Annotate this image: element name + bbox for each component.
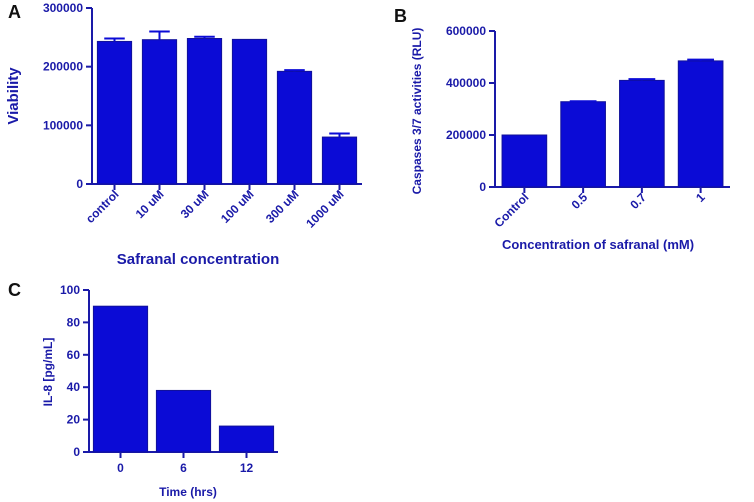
panel-c-y-tick-label: 100 <box>60 283 80 297</box>
panel-a-bar <box>96 40 133 185</box>
panel-a-y-tick-label: 0 <box>76 177 83 191</box>
panel-c-y-tick-label: 20 <box>67 413 81 427</box>
panel-a-bar <box>321 136 358 185</box>
panel-a-x-tick-label: 30 uM <box>178 187 212 221</box>
panel-c-x-axis-title: Time (hrs) <box>159 485 217 499</box>
panel-c-y-tick-label: 60 <box>67 348 81 362</box>
panel-a-y-tick-label: 300000 <box>43 1 83 15</box>
panel-c-x-tick-label: 0 <box>117 461 124 475</box>
panel-b-bar <box>560 101 606 188</box>
panel-b-bar <box>501 134 548 188</box>
panel-c-y-tick-label: 80 <box>67 315 81 329</box>
panel-b-x-tick-label: 0.7 <box>627 190 649 212</box>
panel-b-x-tick-label: Control <box>491 190 531 230</box>
panel-b-y-tick-label: 0 <box>479 180 486 194</box>
panel-b-y-tick-label: 400000 <box>446 76 486 90</box>
panel-a-x-tick-label: 100 uM <box>218 187 257 226</box>
panel-b-y-tick-label: 600000 <box>446 24 486 38</box>
panel-c-bar <box>218 425 275 453</box>
panel-c-y-tick-label: 40 <box>67 380 81 394</box>
panel-c-x-tick-label: 12 <box>240 461 254 475</box>
panel-a-x-tick-label: 300 uM <box>263 187 302 226</box>
panel-a-y-axis-title: Viability <box>5 67 22 125</box>
panel-c-bar <box>92 305 149 453</box>
panel-c-bar <box>155 389 212 453</box>
panel-b-bar <box>619 79 665 188</box>
panel-b-bar <box>677 60 724 188</box>
panel-a-marks: 0 100000 200000 300000 control 10 uM 30 uM 100 … <box>43 1 362 231</box>
panel-a-x-tick-label: 10 uM <box>133 187 167 221</box>
panel-b-x-tick-label: 0.5 <box>569 190 591 212</box>
panel-b-x-axis-title: Concentration of safranal (mM) <box>502 237 694 252</box>
panel-a-label: A <box>8 2 21 22</box>
panel-c-label: C <box>8 280 21 300</box>
panel-a-y-tick-label: 100000 <box>43 118 83 132</box>
panel-a: A Viability 0 100000 200000 300000 control 10… <box>5 1 362 268</box>
panel-b-y-tick-label: 200000 <box>446 128 486 142</box>
panel-b-label: B <box>394 6 407 26</box>
panel-a-x-axis-title: Safranal concentration <box>117 251 280 268</box>
panel-a-bar <box>276 70 313 185</box>
panel-a-x-tick-label: control <box>83 187 122 226</box>
panel-c-marks: 0 20 40 60 80 100 0 6 12 <box>60 283 278 475</box>
panel-c-x-tick-label: 6 <box>180 461 187 475</box>
panel-c-y-axis-title: IL-8 [pg/mL] <box>41 338 55 407</box>
panel-a-bar <box>141 39 178 185</box>
panel-b-y-axis-title: Caspases 3/7 activities (RLU) <box>410 28 424 195</box>
panel-b: B Caspases 3/7 activities (RLU) 0 200000 4… <box>394 6 730 252</box>
panel-a-bar <box>231 38 268 185</box>
panel-a-x-tick-label: 1000 uM <box>303 187 346 230</box>
panel-a-y-tick-label: 200000 <box>43 60 83 74</box>
panel-c-y-tick-label: 0 <box>73 445 80 459</box>
panel-a-bar <box>186 38 223 185</box>
panel-c: C IL-8 [pg/mL] 0 20 40 60 80 100 0 6 12 Time (hr… <box>8 280 278 499</box>
